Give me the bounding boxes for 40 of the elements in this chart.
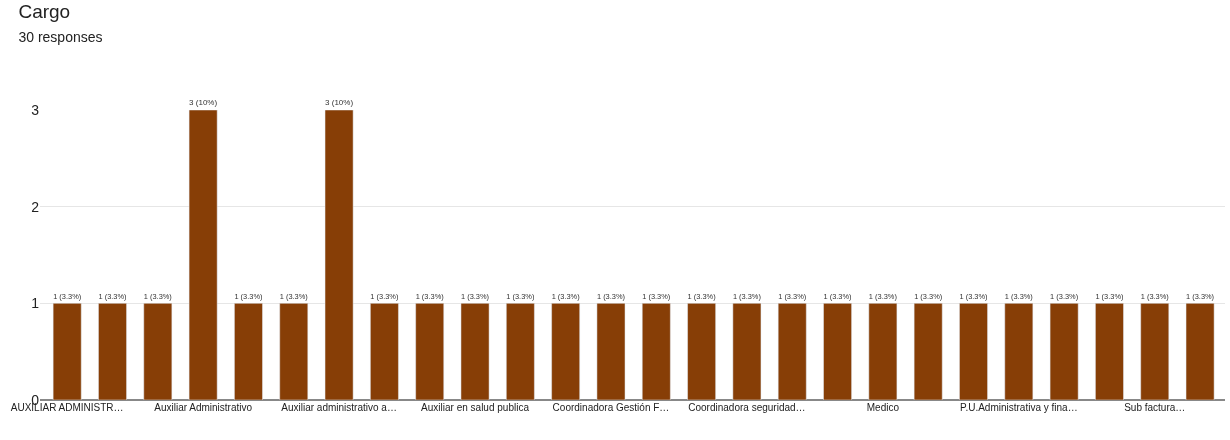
data-label: 1 (3.3%) (778, 291, 807, 301)
data-label: 1 (3.3%) (1050, 291, 1079, 301)
data-label: 1 (3.3%) (868, 291, 898, 301)
data-label: 1 (3.3%) (234, 291, 263, 301)
data-label: 1 (3.3%) (823, 291, 853, 301)
data-label: 3 (10%) (189, 98, 218, 108)
data-label: 1 (3.3%) (642, 291, 671, 301)
chart-title: Cargo (18, 0, 71, 22)
data-label: 1 (3.3%) (143, 291, 173, 301)
x-tick-label: Medico (866, 402, 900, 413)
data-label: 1 (3.3%) (732, 291, 762, 301)
y-tick-label: 1 (31, 295, 40, 312)
data-label: 1 (3.3%) (1004, 291, 1034, 301)
data-label: 1 (3.3%) (596, 291, 626, 301)
data-label: 1 (3.3%) (98, 291, 128, 301)
x-tick-label: P.U.Administrativa y fina… (959, 402, 1078, 413)
chart-subtitle: 30 responses (18, 29, 103, 46)
x-tick-label: Sub factura… (1124, 402, 1186, 413)
x-tick-label: Auxiliar administrativo a… (281, 402, 397, 413)
x-tick-label: Auxiliar Administrativo (154, 402, 253, 413)
data-label: 1 (3.3%) (959, 291, 989, 301)
data-label: 1 (3.3%) (1095, 291, 1124, 301)
data-label: 1 (3.3%) (1140, 291, 1170, 301)
data-label: 1 (3.3%) (914, 291, 943, 301)
data-label: 1 (3.3%) (687, 291, 717, 301)
data-label: 1 (3.3%) (551, 291, 581, 301)
data-label: 1 (3.3%) (461, 291, 490, 301)
y-tick-label: 2 (31, 198, 40, 215)
data-label: 1 (3.3%) (506, 291, 535, 301)
y-tick-label: 3 (31, 101, 40, 118)
x-tick-label: AUXILIAR ADMINISTR… (10, 402, 124, 413)
x-tick-label: Coordinadora Gestión F… (552, 402, 670, 413)
x-tick-label: Auxiliar en salud publica (421, 402, 530, 413)
data-label: 1 (3.3%) (415, 291, 445, 301)
data-label: 3 (10%) (325, 98, 354, 108)
data-label: 1 (3.3%) (279, 291, 309, 301)
data-label: 1 (3.3%) (370, 291, 399, 301)
data-label: 1 (3.3%) (53, 291, 82, 301)
data-label: 1 (3.3%) (1186, 291, 1215, 301)
x-tick-label: Coordinadora seguridad… (688, 402, 806, 413)
